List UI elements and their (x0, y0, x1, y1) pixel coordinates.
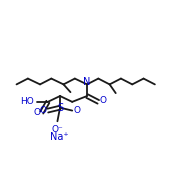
Text: Na⁺: Na⁺ (50, 132, 69, 142)
Text: O: O (33, 108, 40, 117)
Text: N: N (83, 77, 91, 87)
Text: O: O (100, 96, 107, 105)
Text: HO: HO (20, 97, 33, 106)
Text: O: O (40, 106, 47, 115)
Text: S: S (57, 103, 63, 113)
Text: O: O (73, 106, 80, 115)
Text: O⁻: O⁻ (52, 125, 63, 133)
